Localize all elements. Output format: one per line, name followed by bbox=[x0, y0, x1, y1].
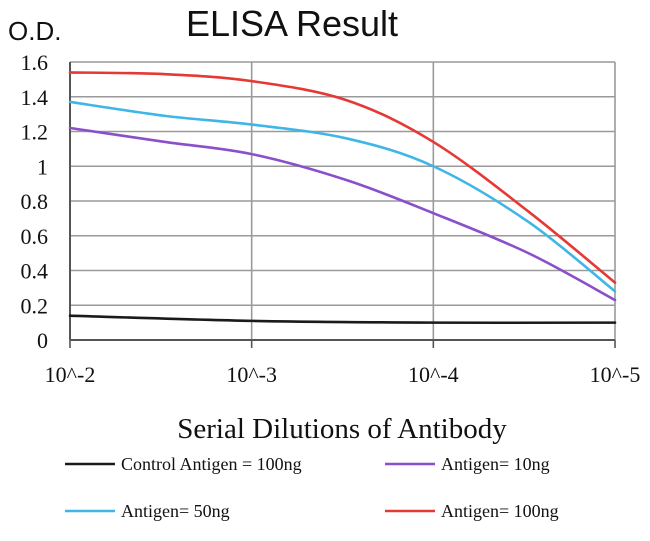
series-lines bbox=[68, 71, 617, 325]
x-axis-label: Serial Dilutions of Antibody bbox=[177, 413, 507, 445]
y-tick-label: 0.4 bbox=[21, 259, 49, 284]
legend: Control Antigen = 100ng Antigen= 10ng Anti… bbox=[65, 454, 559, 521]
y-tick-label: 1 bbox=[37, 154, 48, 179]
y-tick-label: 0.2 bbox=[21, 293, 49, 318]
series-line-2 bbox=[68, 126, 617, 302]
y-tick-labels: 0 0.2 0.4 0.6 0.8 1 1.2 1.4 1.6 bbox=[21, 50, 49, 353]
y-tick-label: 0.6 bbox=[21, 224, 49, 249]
y-tick-label: 1.4 bbox=[21, 85, 49, 110]
x-tick-label: 10^-4 bbox=[408, 362, 459, 387]
y-tick-label: 1.2 bbox=[21, 120, 49, 145]
y-tick-label: 1.6 bbox=[21, 50, 49, 75]
grid bbox=[69, 61, 616, 348]
legend-label-1: Control Antigen = 100ng bbox=[121, 454, 302, 474]
chart-title: ELISA Result bbox=[186, 3, 398, 44]
legend-label-2: Antigen= 10ng bbox=[441, 454, 550, 474]
series-line-1 bbox=[68, 314, 617, 325]
legend-label-3: Antigen= 50ng bbox=[121, 501, 230, 521]
y-tick-label: 0 bbox=[37, 328, 48, 353]
legend-label-4: Antigen= 100ng bbox=[441, 501, 559, 521]
x-tick-label: 10^-3 bbox=[226, 362, 277, 387]
y-axis-label: O.D. bbox=[8, 16, 61, 46]
x-tick-label: 10^-2 bbox=[45, 362, 96, 387]
x-tick-label: 10^-5 bbox=[590, 362, 641, 387]
series-line-3 bbox=[68, 100, 617, 293]
series-line-4 bbox=[68, 71, 617, 284]
y-tick-label: 0.8 bbox=[21, 189, 49, 214]
x-tick-labels: 10^-2 10^-3 10^-4 10^-5 bbox=[45, 362, 641, 387]
